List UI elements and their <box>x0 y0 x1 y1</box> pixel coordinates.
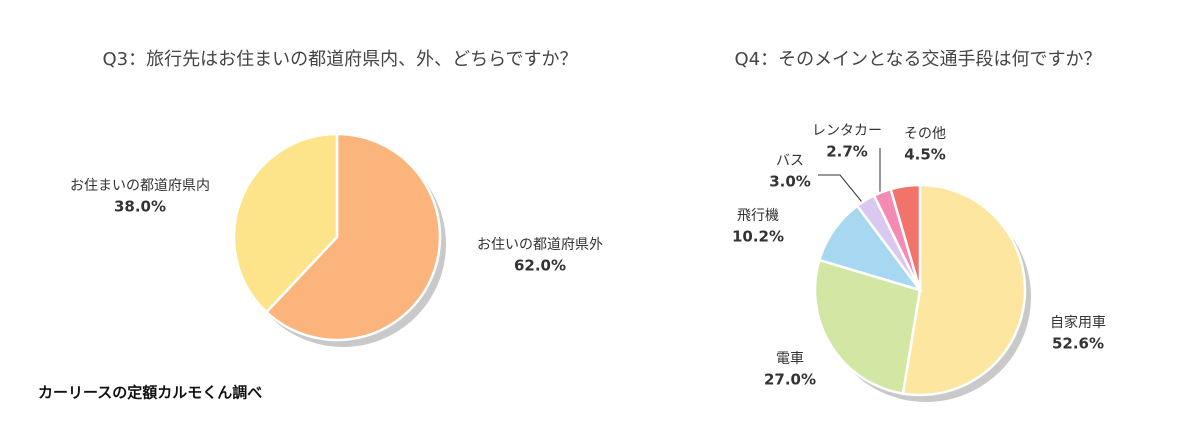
source: カーリースの定額カルモくん調べ <box>38 384 262 402</box>
value-label: 27.0% <box>764 371 816 389</box>
chart-title: Q3：旅行先はお住まいの都道府県内、外、どちらですか？ <box>102 49 577 70</box>
slice-label: 自家用車 <box>1050 314 1106 331</box>
value-label: 52.6% <box>1052 335 1104 353</box>
chart-title: Q4：そのメインとなる交通手段は何ですか？ <box>734 49 1101 70</box>
value-label: 10.2% <box>732 228 784 246</box>
value-label: 3.0% <box>769 173 811 191</box>
pie-slice <box>889 183 922 291</box>
value-label: 38.0% <box>114 198 166 216</box>
leader-line <box>818 174 867 208</box>
pie-slice <box>813 258 922 396</box>
slice-label: お住まいの都道府県内 <box>70 178 210 194</box>
slice-label: 飛行機 <box>737 208 779 224</box>
value-label: 62.0% <box>514 257 566 275</box>
pie-slice <box>264 132 442 342</box>
value-label: 4.5% <box>904 146 946 164</box>
slice-label: 電車 <box>776 350 804 367</box>
slice-label: お住いの都道府県外 <box>477 237 603 253</box>
value-label: 2.7% <box>826 143 868 161</box>
pie-slice <box>232 132 339 314</box>
slice-label: レンタカー <box>812 123 882 139</box>
pie-slice <box>901 183 1027 397</box>
slice-label: バス <box>776 153 804 169</box>
slice-label: その他 <box>904 126 946 142</box>
